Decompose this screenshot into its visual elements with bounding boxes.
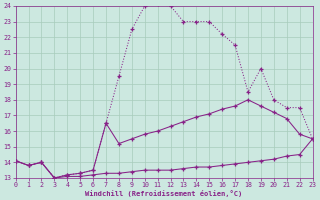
X-axis label: Windchill (Refroidissement éolien,°C): Windchill (Refroidissement éolien,°C) [85, 190, 243, 197]
